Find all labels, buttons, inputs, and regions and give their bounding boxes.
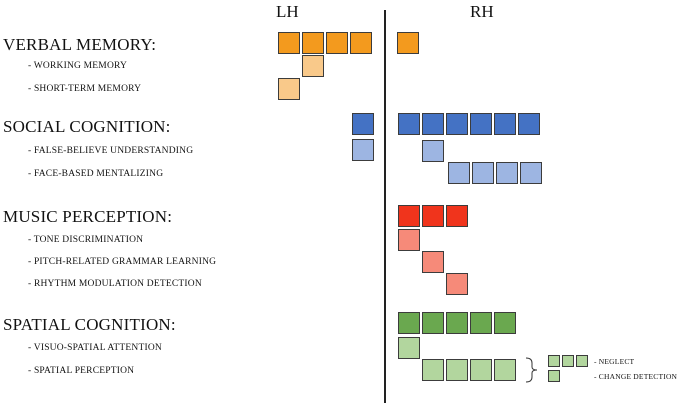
lh-header: LH — [276, 2, 299, 21]
sub-pitch-grammar: - PITCH-RELATED GRAMMAR LEARNING — [28, 257, 217, 267]
box-face-mentalizing-rh-1 — [448, 162, 470, 184]
box-social-rh-2 — [422, 113, 444, 135]
box-legend-neglect-boxes-3 — [576, 355, 588, 367]
category-social-cognition: SOCIAL COGNITION: — [3, 117, 171, 136]
rh-header: RH — [470, 2, 494, 21]
box-legend-neglect-boxes-2 — [562, 355, 574, 367]
box-rhythm-modulation-rh-1 — [446, 273, 468, 295]
sub-spatial-perception: - SPATIAL PERCEPTION — [28, 366, 135, 376]
box-music-rh-3 — [446, 205, 468, 227]
box-social-rh-3 — [446, 113, 468, 135]
box-social-rh-4 — [470, 113, 492, 135]
category-spatial-cognition: SPATIAL COGNITION: — [3, 315, 176, 334]
box-music-rh-2 — [422, 205, 444, 227]
box-spatial-perception-rh-4 — [494, 359, 516, 381]
box-verbal-lh-3 — [326, 32, 348, 54]
legend-neglect: - NEGLECT — [594, 357, 635, 366]
box-verbal-lh-2 — [302, 32, 324, 54]
box-legend-neglect-boxes-1 — [548, 355, 560, 367]
box-visuo-spatial-rh-1 — [398, 337, 420, 359]
box-pitch-grammar-rh-1 — [422, 251, 444, 273]
box-social-rh-5 — [494, 113, 516, 135]
box-false-believe-lh-1 — [352, 139, 374, 161]
sub-short-term-memory: - SHORT-TERM MEMORY — [28, 84, 142, 94]
box-working-memory-lh-1 — [302, 55, 324, 77]
box-face-mentalizing-rh-3 — [496, 162, 518, 184]
box-spatial-rh-2 — [422, 312, 444, 334]
box-spatial-rh-3 — [446, 312, 468, 334]
box-social-rh-6 — [518, 113, 540, 135]
box-legend-change-box-1 — [548, 370, 560, 382]
box-verbal-lh-4 — [350, 32, 372, 54]
sub-working-memory: - WORKING MEMORY — [28, 61, 128, 71]
box-spatial-perception-rh-1 — [422, 359, 444, 381]
legend-change-detection: - CHANGE DETECTION — [594, 372, 678, 381]
sub-rhythm-modulation: - RHYTHM MODULATION DETECTION — [28, 279, 202, 289]
box-tone-discrimination-rh-1 — [398, 229, 420, 251]
category-music-perception: MUSIC PERCEPTION: — [3, 207, 173, 226]
sub-visuo-spatial-attention: - VISUO-SPATIAL ATTENTION — [28, 343, 162, 353]
legend-bracket — [525, 357, 538, 383]
box-verbal-rh-1 — [397, 32, 419, 54]
box-social-lh-1 — [352, 113, 374, 135]
sub-face-based-mentalizing: - FACE-BASED MENTALIZING — [28, 169, 164, 179]
box-social-rh-1 — [398, 113, 420, 135]
box-verbal-lh-1 — [278, 32, 300, 54]
sub-false-believe: - FALSE-BELIEVE UNDERSTANDING — [28, 146, 194, 156]
box-face-mentalizing-rh-2 — [472, 162, 494, 184]
box-spatial-perception-rh-3 — [470, 359, 492, 381]
sub-tone-discrimination: - TONE DISCRIMINATION — [28, 235, 144, 245]
hemisphere-divider — [384, 10, 386, 403]
box-spatial-rh-5 — [494, 312, 516, 334]
box-music-rh-1 — [398, 205, 420, 227]
box-spatial-rh-4 — [470, 312, 492, 334]
category-verbal-memory: VERBAL MEMORY: — [3, 35, 157, 54]
box-false-believe-rh-1 — [422, 140, 444, 162]
box-face-mentalizing-rh-4 — [520, 162, 542, 184]
box-spatial-perception-rh-2 — [446, 359, 468, 381]
box-short-term-memory-lh-1 — [278, 78, 300, 100]
box-spatial-rh-1 — [398, 312, 420, 334]
